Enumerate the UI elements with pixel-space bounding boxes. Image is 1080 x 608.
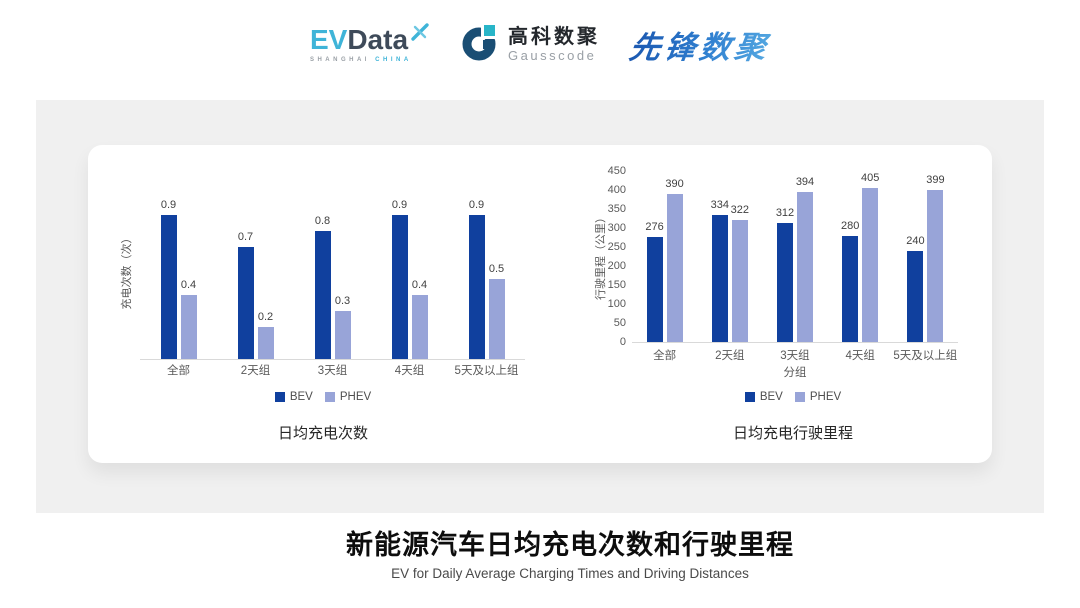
bar-phev-2 [334, 311, 351, 359]
bar-bev-1 [237, 247, 254, 359]
bar-phev-1 [257, 327, 274, 359]
bar-bev-3 [391, 215, 408, 359]
gausscode-cn-name: 高科数聚 [508, 25, 601, 48]
category-label: 4天组 [845, 350, 875, 362]
category-axis: 全部 2天组 3天组 4天组 5天及以上组 [140, 364, 525, 379]
gausscode-logo: 高科数聚 Gausscode [460, 22, 600, 67]
chart-caption: 日均充电行驶里程 [732, 425, 853, 442]
category-axis: 全部 2天组 3天组 4天组 5天及以上组 [632, 349, 958, 364]
spark-icon [410, 22, 430, 46]
y-tick-label: 350 [607, 203, 626, 215]
legend-swatch-bev [744, 392, 755, 402]
bar-value-label: 405 [861, 172, 880, 185]
bar-value-label: 390 [665, 177, 684, 190]
pioneer-logo: 先锋数聚 [627, 22, 773, 67]
category-label: 5天及以上组 [893, 350, 958, 362]
bar-value-label: 240 [906, 234, 925, 247]
category-label: 全部 [653, 350, 677, 362]
legend-item-bev: BEV [744, 391, 783, 403]
bar-phev-0 [666, 193, 683, 342]
bar-value-label: 0.2 [257, 311, 274, 323]
legend-item-phev: PHEV [794, 391, 842, 403]
legend-name: PHEV [809, 391, 842, 403]
legend: BEV PHEV [588, 391, 998, 403]
bar-bev-0 [160, 215, 177, 359]
bar-phev-3 [411, 295, 428, 359]
bar-phev-4 [488, 279, 505, 359]
left-chart: 充电次数（次） 0.9 0.7 0.8 0.9 0.9 0.4 0.2 0.3 0.4 0.5 全部 2… [88, 145, 992, 463]
y-tick-label: 200 [607, 260, 626, 272]
chart-caption: 日均充电次数 [277, 425, 368, 442]
legend-swatch-bev [274, 392, 285, 402]
legend-name: PHEV [339, 391, 372, 403]
bar-bev-2 [314, 231, 331, 359]
y-tick-label: 300 [607, 222, 626, 234]
legend-name: BEV [759, 391, 783, 403]
bar-value-label: 0.7 [237, 231, 254, 243]
bar-phev-0 [180, 295, 197, 359]
bar-value-label: 0.9 [160, 199, 177, 211]
gausscode-mark-icon [460, 22, 501, 67]
y-tick-label: 450 [607, 165, 626, 177]
evdata-logo: EV Data SHANGHAI CHINA [309, 23, 430, 63]
bar-bev-3 [842, 235, 859, 342]
bar-phev-4 [927, 190, 944, 342]
category-label: 5天及以上组 [454, 365, 519, 377]
plot-area: 0.9 0.7 0.8 0.9 0.9 0.4 0.2 0.3 0.4 0.5 [140, 183, 525, 360]
category-label: 全部 [167, 365, 190, 377]
legend-name: BEV [289, 391, 313, 403]
y-tick-label: 0 [619, 336, 626, 348]
bar-value-label: 394 [795, 176, 815, 189]
category-label: 2天组 [240, 365, 271, 377]
y-tick-label: 100 [607, 298, 626, 310]
x-axis-label: 分组 [783, 367, 807, 379]
plot-area: 276 334 312 280 240 390 322 394 405 399 [632, 171, 958, 343]
y-tick-label: 50 [613, 317, 626, 329]
category-label: 3天组 [317, 365, 348, 377]
bar-value-label: 0.4 [411, 279, 428, 291]
bar-bev-2 [777, 223, 793, 342]
category-label: 3天组 [780, 350, 810, 362]
bar-bev-4 [468, 215, 485, 359]
right-chart: 行驶里程（公里） 0 50 100 150 200 250 300 350 400 450 276 33… [88, 145, 992, 463]
category-label: 2天组 [715, 350, 745, 362]
bar-bev-4 [907, 250, 924, 342]
bar-value-label: 0.9 [391, 199, 408, 211]
page-subtitle: EV for Daily Average Charging Times and … [391, 566, 749, 581]
bar-value-label: 276 [645, 221, 664, 234]
bar-bev-1 [711, 215, 728, 342]
bar-value-label: 0.4 [180, 279, 197, 291]
bar-value-label: 322 [730, 203, 749, 216]
bar-value-label: 0.8 [314, 215, 331, 227]
bar-phev-2 [797, 192, 813, 342]
bar-value-label: 280 [841, 219, 860, 232]
bar-value-label: 399 [926, 174, 945, 187]
bar-value-label: 334 [710, 199, 729, 212]
legend-swatch-phev [324, 392, 335, 402]
y-tick-label: 250 [607, 241, 626, 253]
legend-item-bev: BEV [274, 391, 313, 403]
legend-item-phev: PHEV [324, 391, 372, 403]
bar-phev-3 [862, 188, 879, 342]
y-tick-label: 400 [607, 184, 626, 196]
gausscode-en-name: Gausscode [508, 47, 597, 63]
page-title: 新能源汽车日均充电次数和行驶里程 [346, 530, 794, 560]
bar-value-label: 0.5 [488, 263, 505, 275]
bar-value-label: 0.9 [468, 199, 485, 211]
category-label: 4天组 [394, 365, 425, 377]
legend-swatch-phev [794, 392, 805, 402]
charts-card: 充电次数（次） 0.9 0.7 0.8 0.9 0.9 0.4 0.2 0.3 0.4 0.5 全部 2… [88, 145, 992, 463]
bar-bev-0 [646, 237, 663, 342]
bar-value-label: 312 [775, 207, 795, 220]
header-logos: EV Data SHANGHAI CHINA 高科数聚 Gausscod [0, 22, 1080, 67]
footer-title-block: 新能源汽车日均充电次数和行驶里程 EV for Daily Average Ch… [120, 529, 1020, 582]
bar-value-label: 0.3 [334, 295, 351, 307]
legend: BEV PHEV [108, 391, 538, 403]
evdata-logo-subtext: SHANGHAI CHINA [309, 57, 412, 63]
y-tick-label: 150 [607, 279, 626, 291]
bar-phev-1 [731, 219, 748, 342]
evdata-logo-data-text: Data [347, 24, 409, 55]
evdata-logo-ev-text: EV [309, 24, 348, 55]
